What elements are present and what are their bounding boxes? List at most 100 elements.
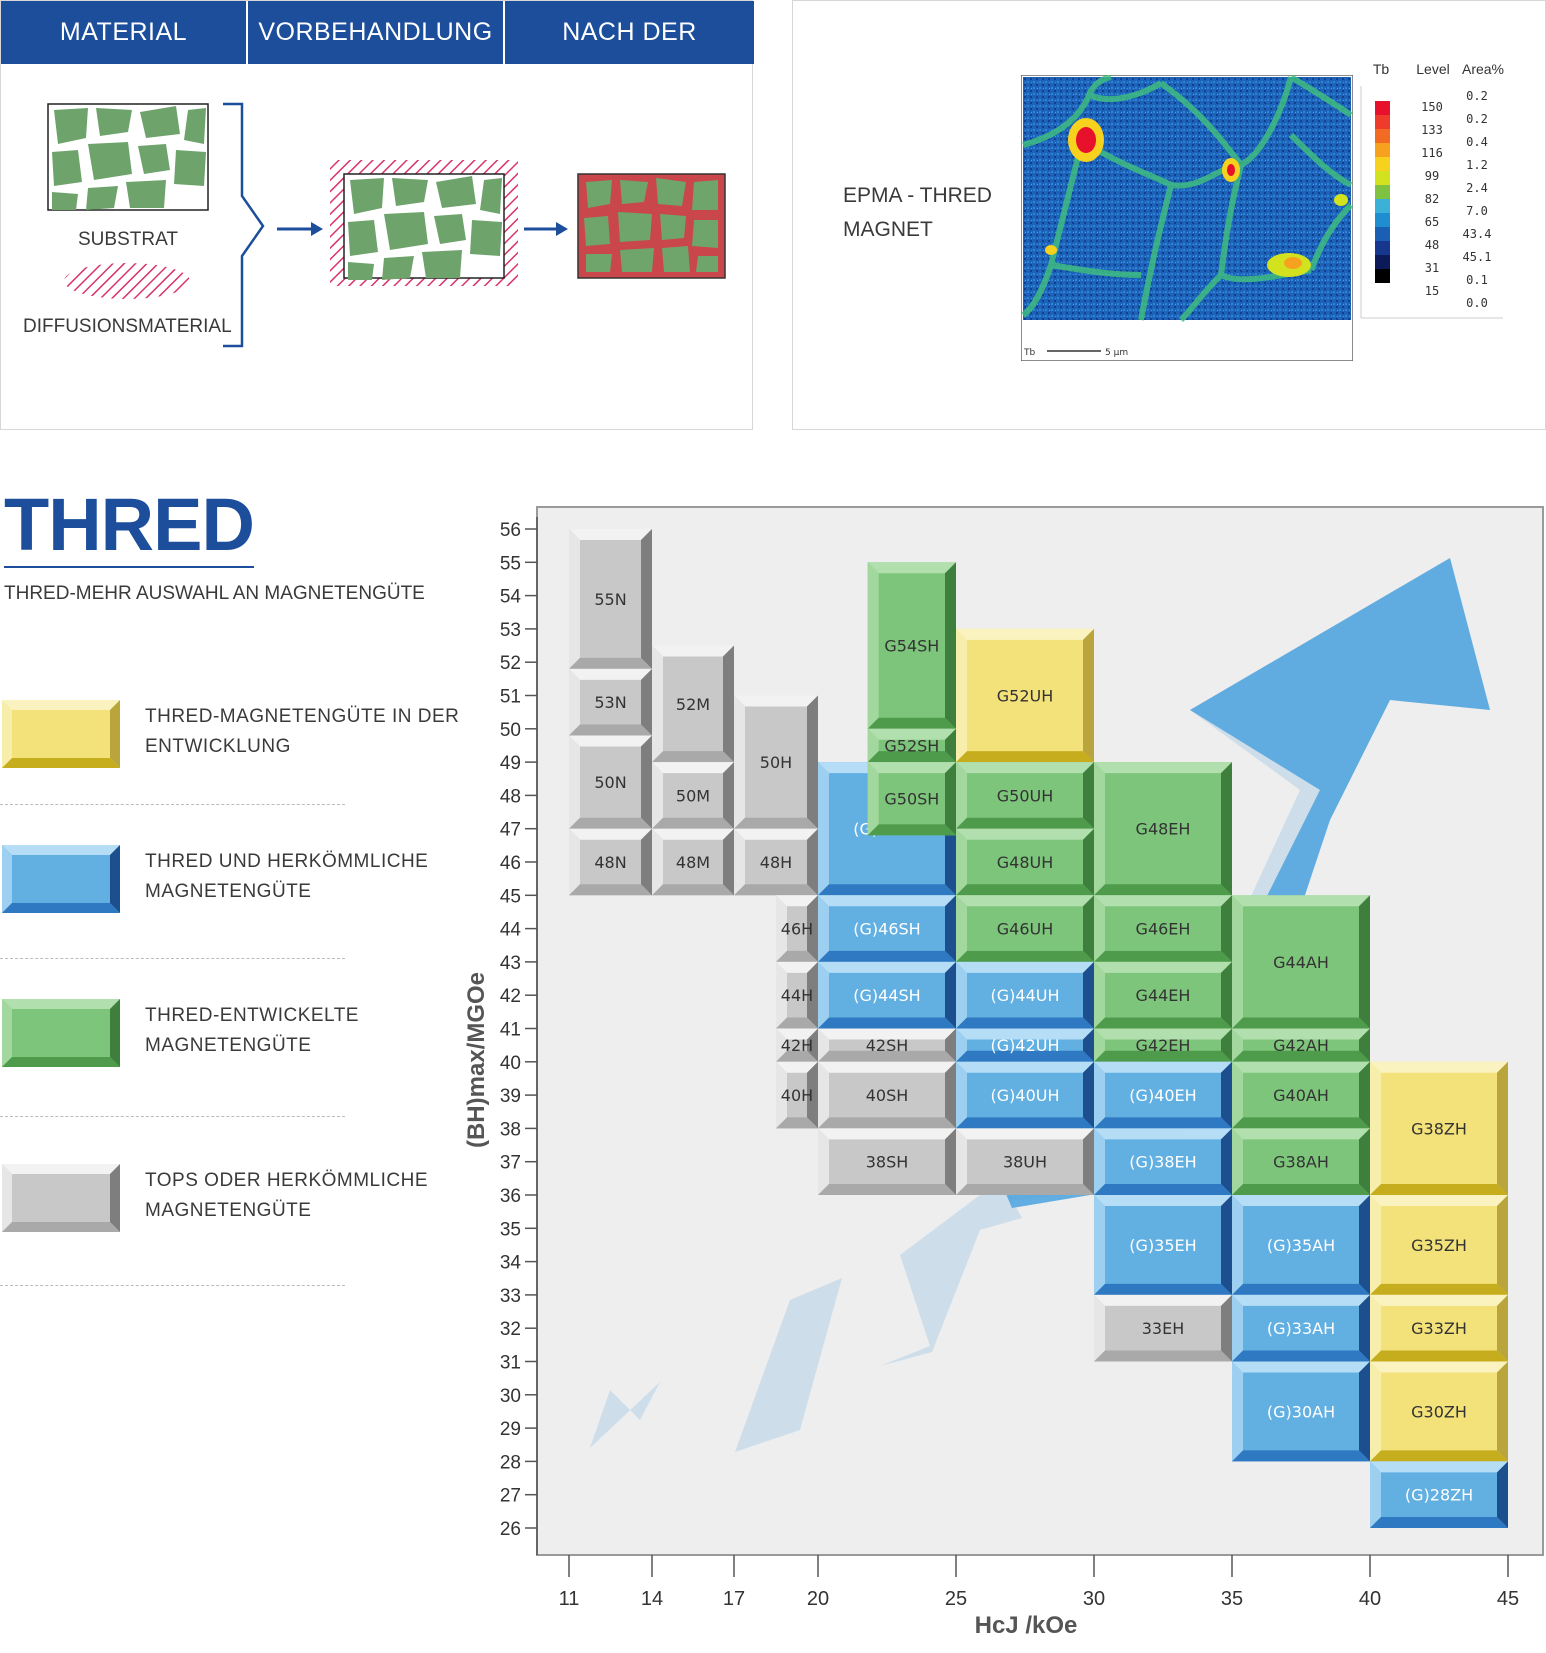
- grade-label: G52SH: [884, 736, 939, 755]
- grade-block: (G)28ZH: [1370, 1461, 1508, 1528]
- grade-block: G48EH: [1094, 762, 1232, 896]
- process-diagram: [47, 102, 726, 348]
- epma-level-table: Tb Level Area% 150 133 116 99 82 65 48 31 15 0.2 0.2 0…: [1360, 61, 1504, 319]
- legend-swatch-gray: [2, 1164, 120, 1232]
- grade-label: 42SH: [866, 1036, 909, 1055]
- y-tick-label: 44: [500, 920, 522, 941]
- grade-block: G44EH: [1094, 961, 1232, 1029]
- x-tick-label: 25: [945, 1588, 967, 1610]
- legend-text-line: MAGNETENGÜTE: [145, 1035, 312, 1056]
- grade-block: 50H: [734, 695, 818, 829]
- grade-block: 50M: [652, 762, 734, 829]
- grade-label: (G)46SH: [853, 920, 920, 939]
- grade-block: (G)42UH: [956, 1028, 1094, 1062]
- grade-block: (G)44UH: [956, 961, 1094, 1029]
- grade-block: G52UH: [956, 628, 1094, 763]
- y-tick-label: 40: [500, 1053, 521, 1074]
- epma-table-header: Tb: [1373, 61, 1390, 77]
- epma-panel: EPMA - THRED MAGNET: [792, 0, 1546, 430]
- grade-block: G42AH: [1232, 1028, 1370, 1062]
- grade-label: G40AH: [1273, 1086, 1329, 1105]
- trend-arrow-tail: [590, 558, 1490, 1460]
- grade-block: (G)35EH: [1094, 1195, 1232, 1295]
- grade-block: G38AH: [1232, 1128, 1370, 1195]
- grade-block: 33EH: [1094, 1294, 1232, 1362]
- epma-color-step: [1375, 227, 1390, 241]
- diffusion-material-label: DIFFUSIONSMATERIAL: [23, 316, 232, 337]
- grade-block: (G)30AH: [1232, 1361, 1370, 1462]
- y-tick-label: 29: [500, 1419, 521, 1440]
- legend-swatch-yellow: [2, 700, 120, 768]
- grade-label: 42H: [781, 1036, 813, 1055]
- epma-color-step: [1375, 157, 1390, 171]
- grade-block: (G)40EH: [1094, 1061, 1232, 1129]
- grade-block: G42EH: [1094, 1028, 1232, 1062]
- grade-label: 48N: [594, 853, 626, 872]
- grade-block: (G)48SH: [818, 762, 956, 896]
- legend-text-line: MAGNETENGÜTE: [145, 1200, 312, 1221]
- epma-color-step: [1375, 171, 1390, 185]
- legend-divider: [0, 804, 345, 805]
- x-tick-label: 11: [559, 1588, 580, 1610]
- epma-title-line1: EPMA - THRED: [843, 184, 992, 207]
- epma-area-value: 7.0: [1466, 204, 1488, 218]
- epma-color-step: [1375, 241, 1390, 255]
- epma-level-value: 48: [1425, 238, 1439, 252]
- legend-swatch-green: [2, 999, 120, 1067]
- chart-plot-area: [536, 506, 1544, 1556]
- grade-label: G48EH: [1136, 820, 1191, 839]
- brand-underline: [4, 566, 254, 568]
- grade-label: 55N: [594, 590, 626, 609]
- y-tick-label: 28: [500, 1452, 521, 1473]
- epma-area-value: 2.4: [1466, 181, 1488, 195]
- grade-block: 50N: [569, 735, 652, 829]
- epma-color-step: [1375, 213, 1390, 227]
- x-tick-label: 40: [1359, 1588, 1381, 1610]
- grade-label: 40H: [781, 1086, 813, 1105]
- grade-block: 48M: [652, 828, 734, 896]
- legend-text-line: THRED UND HERKÖMMLICHE: [145, 851, 429, 872]
- grade-block: G50SH: [867, 762, 956, 836]
- y-tick-label: 53: [500, 620, 521, 641]
- grade-label: G42AH: [1273, 1036, 1329, 1055]
- grade-block: G40AH: [1232, 1061, 1370, 1129]
- x-tick-label: 14: [641, 1588, 663, 1610]
- grade-label: G54SH: [884, 637, 939, 656]
- grade-block: (G)38EH: [1094, 1128, 1232, 1195]
- grade-label: G44EH: [1136, 986, 1191, 1005]
- grade-label: 50M: [676, 786, 710, 805]
- tab-nach-der-diffusion[interactable]: NACH DER DIFFUSION: [503, 1, 754, 109]
- y-tick-label: 36: [500, 1186, 521, 1207]
- epma-color-step: [1375, 255, 1390, 269]
- legend-text-line: TOPS ODER HERKÖMMLICHE: [145, 1170, 429, 1191]
- y-tick-label: 27: [500, 1486, 521, 1507]
- trend-arrow-head: [1000, 558, 1490, 1208]
- y-tick-label: 45: [500, 886, 521, 907]
- grade-label: 50N: [594, 773, 626, 792]
- grade-block: 53N: [569, 668, 652, 736]
- legend-item-conventional: THRED UND HERKÖMMLICHE MAGNETENGÜTE: [0, 833, 428, 968]
- legend-item-tops: TOPS ODER HERKÖMMLICHE MAGNETENGÜTE: [0, 1152, 428, 1287]
- epma-area-value: 0.4: [1466, 135, 1488, 149]
- grade-block: G50UH: [956, 762, 1094, 829]
- y-tick-label: 30: [500, 1386, 521, 1407]
- epma-map-image: Tb 5 µm: [1021, 75, 1353, 361]
- grade-block: 38SH: [818, 1128, 956, 1195]
- grade-block: G46EH: [1094, 895, 1232, 962]
- y-tick-label: 50: [500, 720, 521, 741]
- epma-area-value: 1.2: [1466, 158, 1488, 172]
- y-tick-label: 38: [500, 1119, 521, 1140]
- grade-label: (G)35AH: [1267, 1236, 1335, 1255]
- tab-vorbehandlung[interactable]: VORBEHANDLUNG: [246, 1, 503, 64]
- grade-label: G30ZH: [1411, 1402, 1467, 1421]
- y-tick-label: 55: [500, 553, 521, 574]
- grade-label: G38AH: [1273, 1153, 1329, 1172]
- brand-subtitle: THRED-MEHR AUSWAHL AN MAGNETENGÜTE: [4, 583, 425, 604]
- process-tab-bar: MATERIAL VORBEHANDLUNG NACH DER DIFFUSIO…: [1, 1, 754, 109]
- tab-material[interactable]: MATERIAL: [59, 18, 188, 46]
- epma-title-line2: MAGNET: [843, 218, 933, 241]
- grade-label: 38UH: [1003, 1153, 1047, 1172]
- y-tick-label: 33: [500, 1286, 521, 1307]
- grade-block: (G)40UH: [956, 1061, 1094, 1129]
- y-tick-label: 26: [500, 1519, 521, 1540]
